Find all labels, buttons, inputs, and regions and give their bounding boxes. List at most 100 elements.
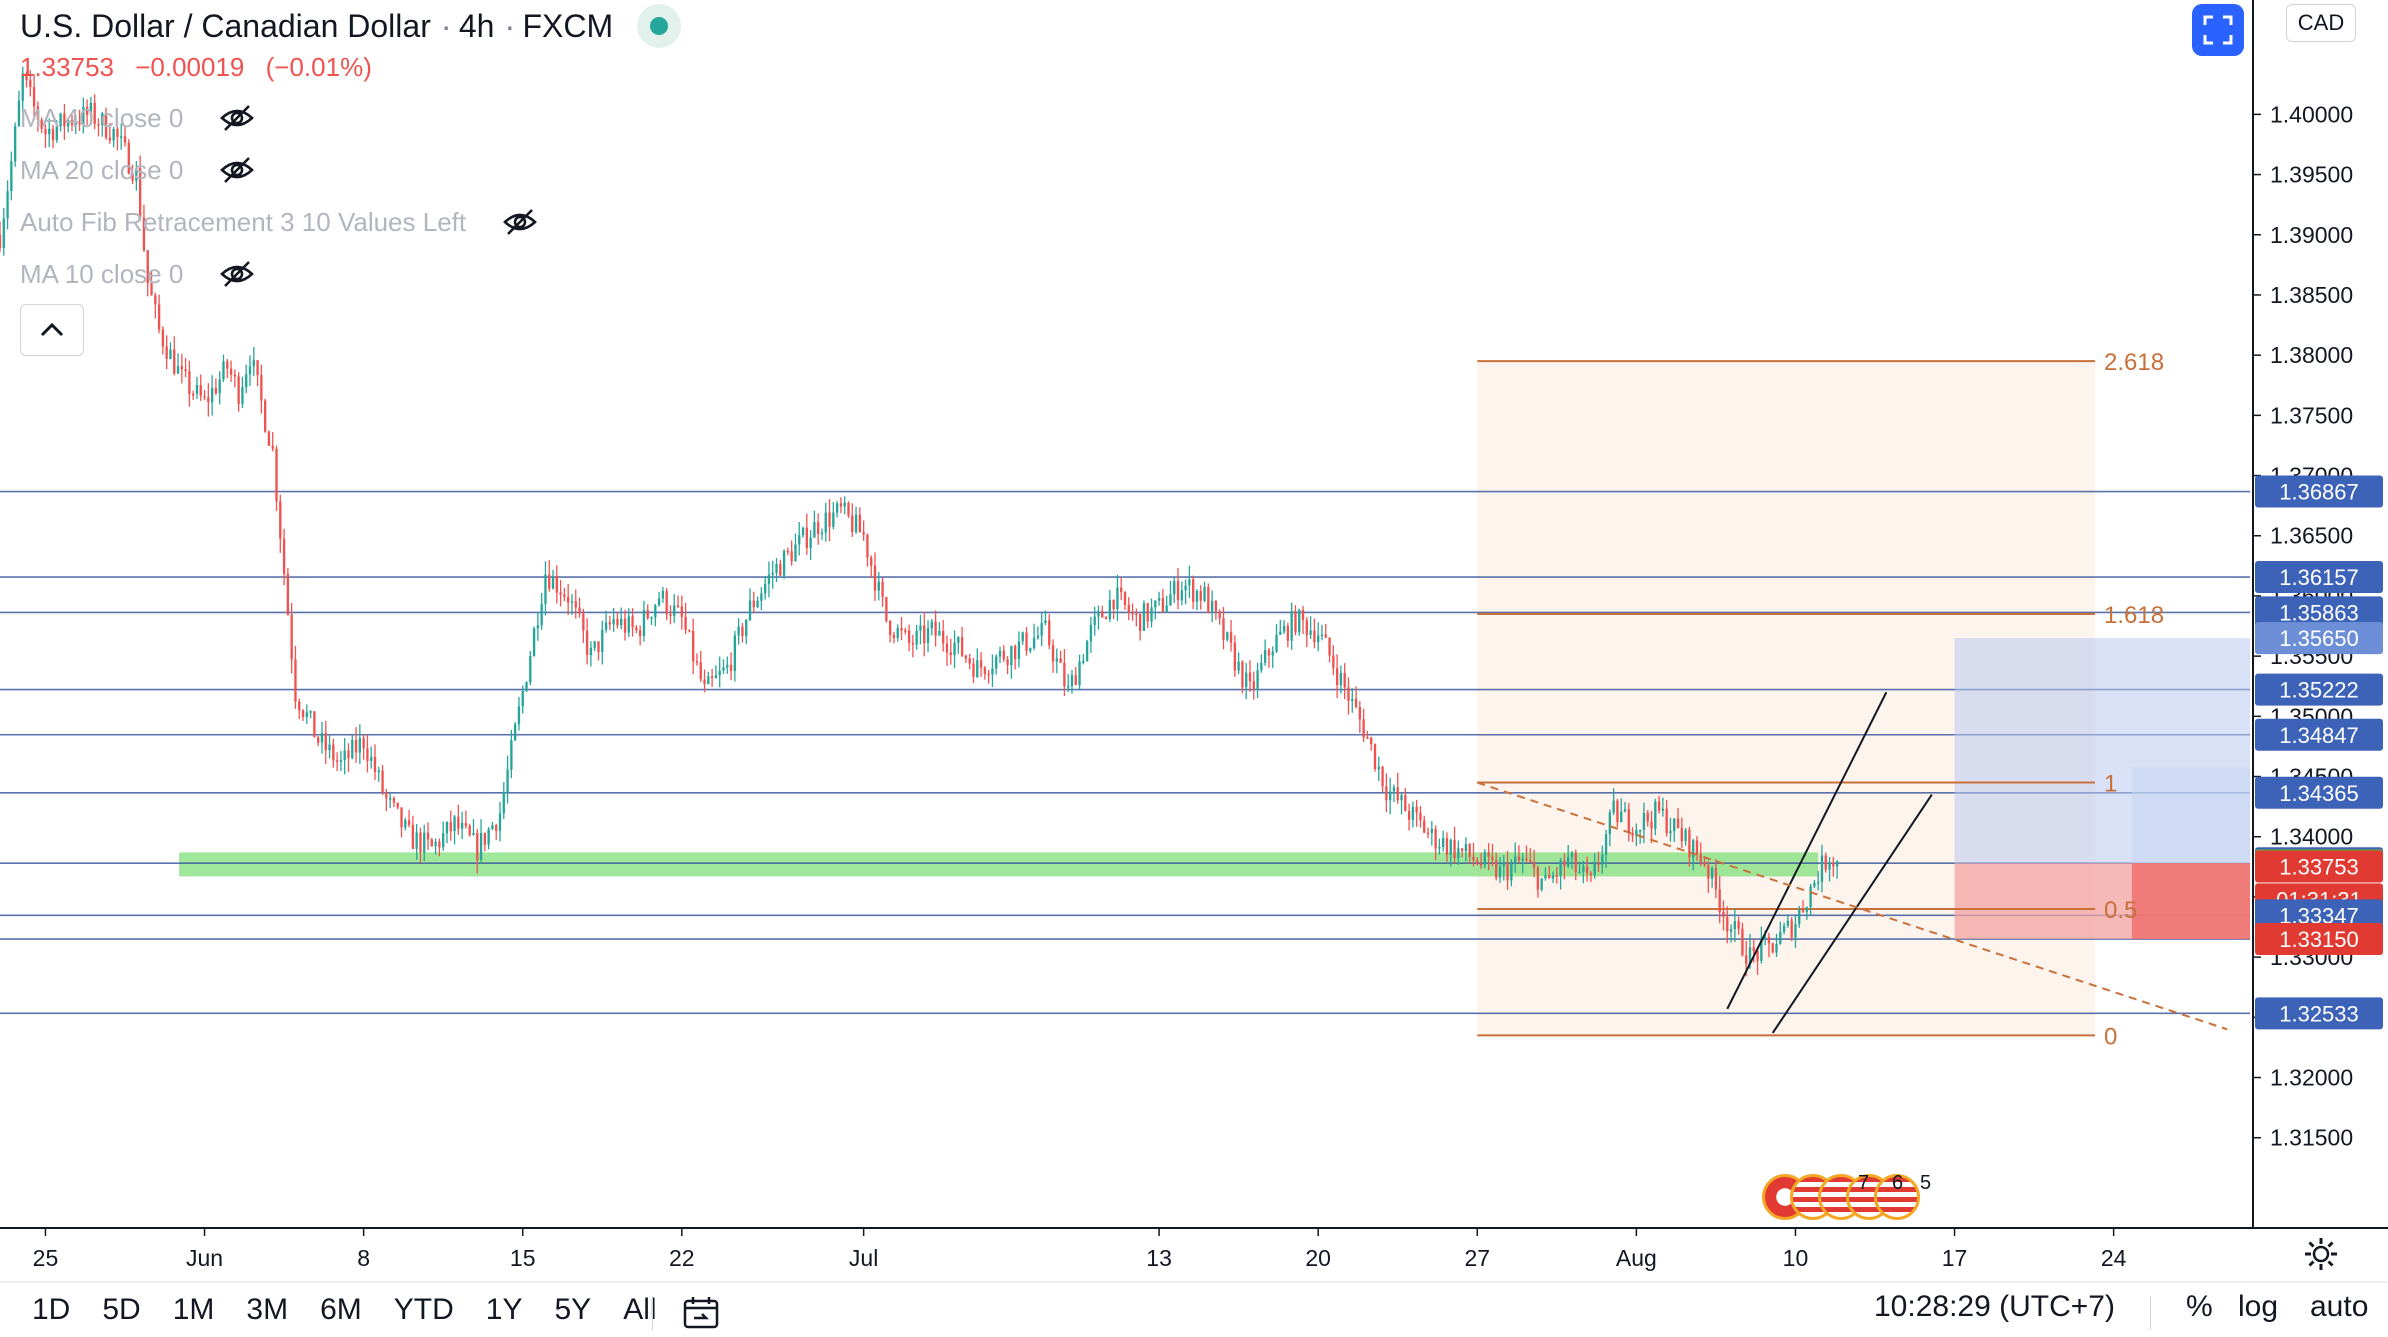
collapse-legend-button[interactable]: [20, 304, 84, 356]
range-1y-button[interactable]: 1Y: [485, 1292, 523, 1326]
candle-body: [657, 598, 661, 606]
candle-body: [1532, 862, 1536, 868]
date-range-icon[interactable]: [682, 1296, 720, 1330]
candle-body: [1513, 856, 1517, 864]
clock-timezone[interactable]: 10:28:29 (UTC+7): [1874, 1290, 2115, 1323]
candle-body: [824, 512, 827, 533]
candle-body: [1157, 598, 1161, 601]
candle-body: [1260, 662, 1263, 671]
candle-body: [366, 748, 369, 761]
price-badge-label: 1.36157: [2279, 565, 2359, 590]
candle-body: [1733, 921, 1737, 930]
drawings-layer[interactable]: [1476, 691, 2228, 1034]
range-1d-button[interactable]: 1D: [32, 1292, 71, 1326]
indicator-auto-fib[interactable]: Auto Fib Retracement 3 10 Values Left: [20, 202, 538, 242]
candle-body: [1199, 590, 1202, 601]
candle-body: [343, 750, 346, 761]
percent-scale-toggle[interactable]: %: [2186, 1290, 2213, 1323]
candle-body: [934, 621, 937, 636]
candle-body: [1252, 681, 1255, 689]
position-tool-layer[interactable]: [1954, 638, 2250, 940]
candle-body: [351, 739, 354, 759]
candle-body: [320, 733, 324, 743]
range-all-button[interactable]: All: [623, 1292, 657, 1326]
candle-body: [1063, 662, 1066, 687]
eye-off-icon[interactable]: [219, 256, 255, 292]
candle-body: [1635, 829, 1638, 836]
candle-body: [1048, 620, 1051, 646]
candle-body: [392, 798, 396, 803]
separator-dot: ·: [504, 7, 516, 44]
fib-level-label: 1: [2104, 771, 2117, 798]
candle-body: [1377, 766, 1380, 770]
position-stop-zone: [2131, 863, 2250, 940]
candle-body: [218, 379, 221, 394]
candle-body: [1760, 938, 1763, 961]
candle-body: [21, 73, 24, 101]
range-ytd-button[interactable]: YTD: [393, 1292, 454, 1326]
price-badge: [2255, 718, 2383, 751]
candle-body: [1210, 600, 1214, 613]
candle-body: [1082, 661, 1085, 663]
auto-scale-toggle[interactable]: auto: [2310, 1290, 2369, 1323]
range-6m-button[interactable]: 6M: [320, 1292, 362, 1326]
candle-body: [1510, 863, 1513, 881]
candle-body: [1718, 889, 1721, 913]
indicator-ma10[interactable]: MA 10 close 0: [20, 254, 255, 294]
symbol-header[interactable]: U.S. Dollar / Canadian Dollar · 4h · FXC…: [20, 4, 682, 48]
time-tick-label: 22: [669, 1245, 695, 1271]
log-scale-toggle[interactable]: log: [2238, 1290, 2279, 1323]
candle-body: [1457, 848, 1460, 859]
price-badge-label: 1.33150: [2279, 927, 2359, 952]
eye-off-icon[interactable]: [219, 152, 255, 188]
event-markers[interactable]: [1762, 1170, 1920, 1224]
candle-body: [1301, 609, 1305, 621]
candle-body: [335, 760, 339, 762]
chevron-up-icon: [40, 322, 64, 337]
candle-body: [487, 829, 490, 845]
indicator-ma20[interactable]: MA 20 close 0: [20, 150, 255, 190]
candle-body: [1362, 719, 1365, 738]
fullscreen-button[interactable]: [2192, 4, 2244, 56]
range-5d-button[interactable]: 5D: [102, 1292, 141, 1326]
candle-body: [979, 660, 983, 668]
range-3m-button[interactable]: 3M: [246, 1292, 289, 1326]
candle-body: [1654, 801, 1657, 829]
eye-off-icon[interactable]: [219, 100, 255, 136]
candle-body: [1131, 612, 1134, 615]
candle-body: [165, 346, 168, 359]
candle-body: [1256, 670, 1259, 689]
range-5y-button[interactable]: 5Y: [554, 1292, 592, 1326]
candle-body: [173, 349, 176, 374]
candle-body: [1763, 936, 1767, 939]
interval-label[interactable]: 4h: [458, 7, 495, 44]
currency-badge[interactable]: CAD: [2286, 4, 2356, 42]
eye-off-icon[interactable]: [502, 204, 538, 240]
flag-us-icon[interactable]: [1874, 1174, 1920, 1220]
candle-body: [1385, 786, 1388, 801]
candle-body: [960, 637, 964, 656]
candle-body: [563, 594, 566, 597]
range-1m-button[interactable]: 1M: [172, 1292, 215, 1326]
candle-body: [1332, 655, 1335, 669]
gear-icon[interactable]: [2303, 1236, 2339, 1272]
indicator-ma40[interactable]: MA 40 close 0: [20, 98, 255, 138]
candle-body: [1343, 673, 1346, 688]
candle-body: [1078, 661, 1081, 686]
candle-body: [245, 374, 248, 388]
candle-body: [1479, 863, 1483, 866]
candle-body: [1093, 616, 1096, 625]
candle-body: [828, 512, 831, 527]
candle-body: [362, 738, 365, 749]
candle-body: [1464, 843, 1468, 852]
divider: [652, 1296, 653, 1330]
candle-body: [794, 544, 797, 562]
price-badge: [2255, 923, 2383, 956]
time-tick-label: Jun: [186, 1245, 223, 1271]
candle-body: [267, 431, 271, 446]
time-axis[interactable]: 25 Jun 8 15 22 Jul 13 20 27 Aug 10 17 24: [33, 1228, 2127, 1271]
candle-body: [809, 537, 812, 548]
candle-body: [453, 816, 456, 832]
symbol-name[interactable]: U.S. Dollar / Canadian Dollar: [20, 7, 431, 44]
